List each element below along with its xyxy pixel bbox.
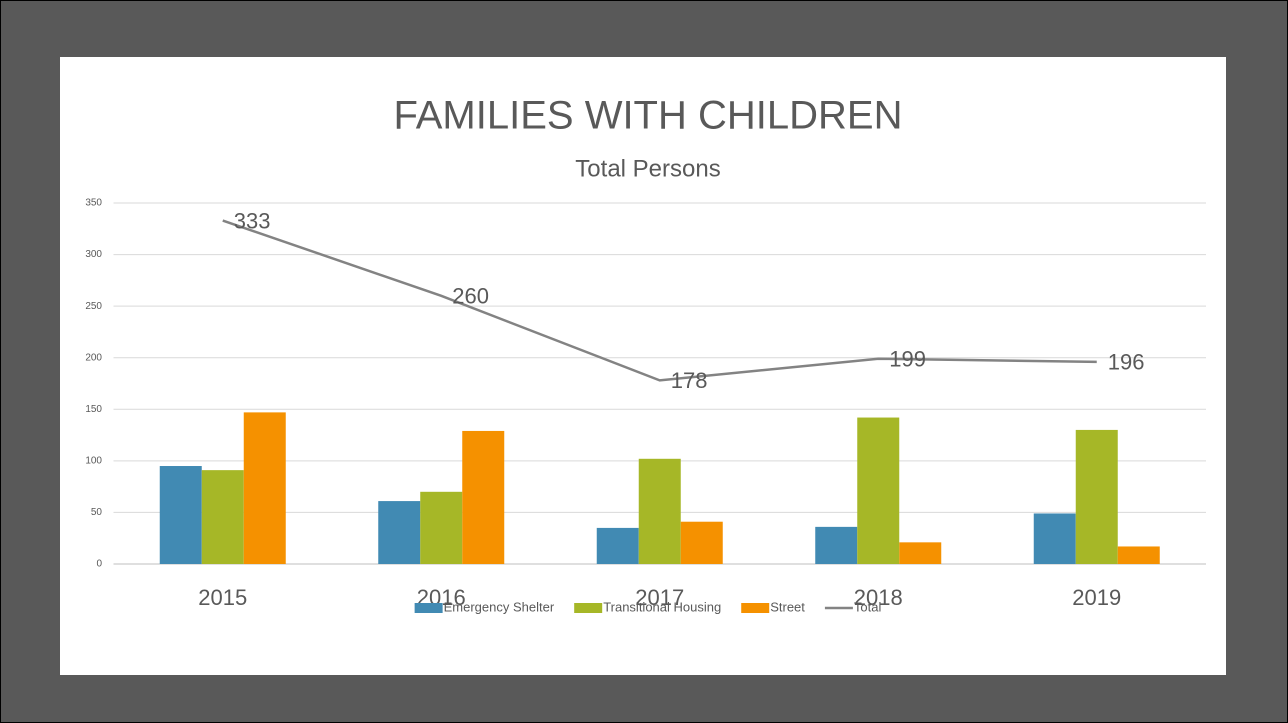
legend-label: Total	[854, 599, 882, 614]
x-tick-label: 2019	[1072, 585, 1121, 610]
y-tick-label: 200	[85, 352, 102, 363]
x-tick-label: 2015	[198, 585, 247, 610]
bar	[420, 491, 463, 564]
legend-swatch	[741, 603, 770, 613]
bar	[159, 466, 202, 564]
y-tick-label: 350	[85, 198, 102, 209]
bar	[596, 527, 639, 564]
data-label: 178	[671, 368, 708, 393]
y-tick-label: 0	[96, 559, 102, 570]
bar	[378, 501, 421, 564]
bar	[815, 526, 858, 564]
bar	[680, 521, 723, 564]
chart-panel	[60, 57, 1226, 675]
x-tick-label: 2017	[635, 585, 684, 610]
data-label: 196	[1108, 350, 1145, 375]
bar	[462, 430, 505, 564]
y-tick-label: 150	[85, 404, 102, 415]
bar	[1117, 546, 1160, 564]
bar	[638, 458, 681, 564]
y-tick-label: 250	[85, 301, 102, 312]
bar	[243, 412, 286, 564]
bar	[899, 542, 942, 564]
bar	[1075, 429, 1118, 564]
data-label: 199	[889, 347, 926, 372]
data-label: 260	[452, 284, 489, 309]
x-tick-label: 2018	[854, 585, 903, 610]
legend-label: Transitional Housing	[603, 599, 721, 614]
legend-swatch	[414, 603, 443, 613]
legend-swatch	[574, 603, 603, 613]
bar	[201, 470, 244, 564]
y-tick-label: 50	[91, 507, 103, 518]
y-tick-label: 300	[85, 249, 102, 260]
chart-subtitle: Total Persons	[575, 155, 720, 182]
total-line	[222, 219, 1097, 382]
legend-label: Emergency Shelter	[444, 599, 555, 614]
y-tick-label: 100	[85, 455, 102, 466]
bar	[1033, 513, 1076, 564]
legend-label: Street	[770, 599, 805, 614]
chart-title: FAMILIES WITH CHILDREN	[394, 94, 903, 138]
bar	[857, 417, 900, 564]
data-label: 333	[234, 208, 271, 233]
